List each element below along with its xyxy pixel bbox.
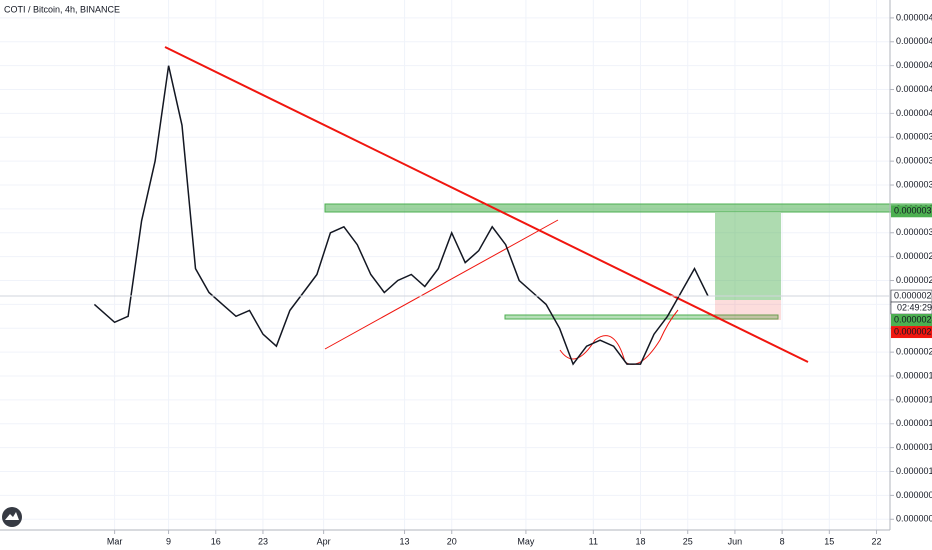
x-tick-label: 18 xyxy=(636,536,646,546)
x-tick-label: 22 xyxy=(872,536,882,546)
y-tick-label: 0.00000340 xyxy=(896,179,932,189)
price-tag xyxy=(891,326,932,339)
y-tick-label: 0.00000120 xyxy=(896,442,932,452)
y-tick-label: 0.00000400 xyxy=(896,108,932,118)
x-tick-label: 13 xyxy=(400,536,410,546)
y-tick-label: 0.00000060 xyxy=(896,514,932,524)
y-tick-label: 0.00000420 xyxy=(896,84,932,94)
y-tick-label: 0.00000300 xyxy=(896,227,932,237)
price-tag-label: 0.00000247 xyxy=(894,290,932,300)
x-tick-label: Mar xyxy=(107,536,123,546)
x-tick-label: 16 xyxy=(211,536,221,546)
y-tick-label: 0.00000380 xyxy=(896,132,932,142)
price-tag xyxy=(891,205,932,218)
x-tick-label: 11 xyxy=(589,536,598,546)
y-tick-label: 0.00000160 xyxy=(896,394,932,404)
x-tick-label: 23 xyxy=(258,536,268,546)
trendline xyxy=(324,219,559,350)
price-tag-label: 0.00000318 xyxy=(894,206,932,216)
y-tick-label: 0.00000200 xyxy=(896,347,932,357)
chart-title: COTI / Bitcoin, 4h, BINANCE xyxy=(4,4,120,14)
x-tick-label: 25 xyxy=(683,536,693,546)
x-tick-label: 20 xyxy=(447,536,457,546)
logo-mark xyxy=(5,512,19,520)
x-tick-label: 15 xyxy=(824,536,834,546)
y-tick-label: 0.00000180 xyxy=(896,370,932,380)
price-line xyxy=(93,65,709,366)
y-tick-label: 0.00000360 xyxy=(896,156,932,166)
resistance-zone xyxy=(324,203,932,213)
countdown: 02:49:29 xyxy=(897,302,932,312)
x-tick-label: Apr xyxy=(317,536,331,546)
y-tick-label: 0.00000080 xyxy=(896,490,932,500)
price-tag-label: 0.00000225 xyxy=(894,326,932,336)
y-tick-label: 0.00000460 xyxy=(896,36,932,46)
stop-box xyxy=(715,300,781,320)
x-tick-label: May xyxy=(517,536,535,546)
target-box xyxy=(715,213,781,300)
y-tick-label: 0.00000260 xyxy=(896,275,932,285)
price-tag-label: 0.00000244 xyxy=(894,314,932,324)
x-tick-label: 9 xyxy=(166,536,171,546)
grid xyxy=(0,0,890,530)
y-tick-label: 0.00000100 xyxy=(896,466,932,476)
y-tick-label: 0.00000280 xyxy=(896,251,932,261)
x-tick-label: Jun xyxy=(728,536,743,546)
trendline xyxy=(164,46,809,363)
price-tag xyxy=(891,314,932,327)
y-tick-label: 0.00000440 xyxy=(896,60,932,70)
y-tick-label: 0.00000140 xyxy=(896,418,932,428)
x-tick-label: 8 xyxy=(780,536,785,546)
y-tick-label: 0.00000480 xyxy=(896,12,932,22)
support-zone xyxy=(504,314,779,320)
